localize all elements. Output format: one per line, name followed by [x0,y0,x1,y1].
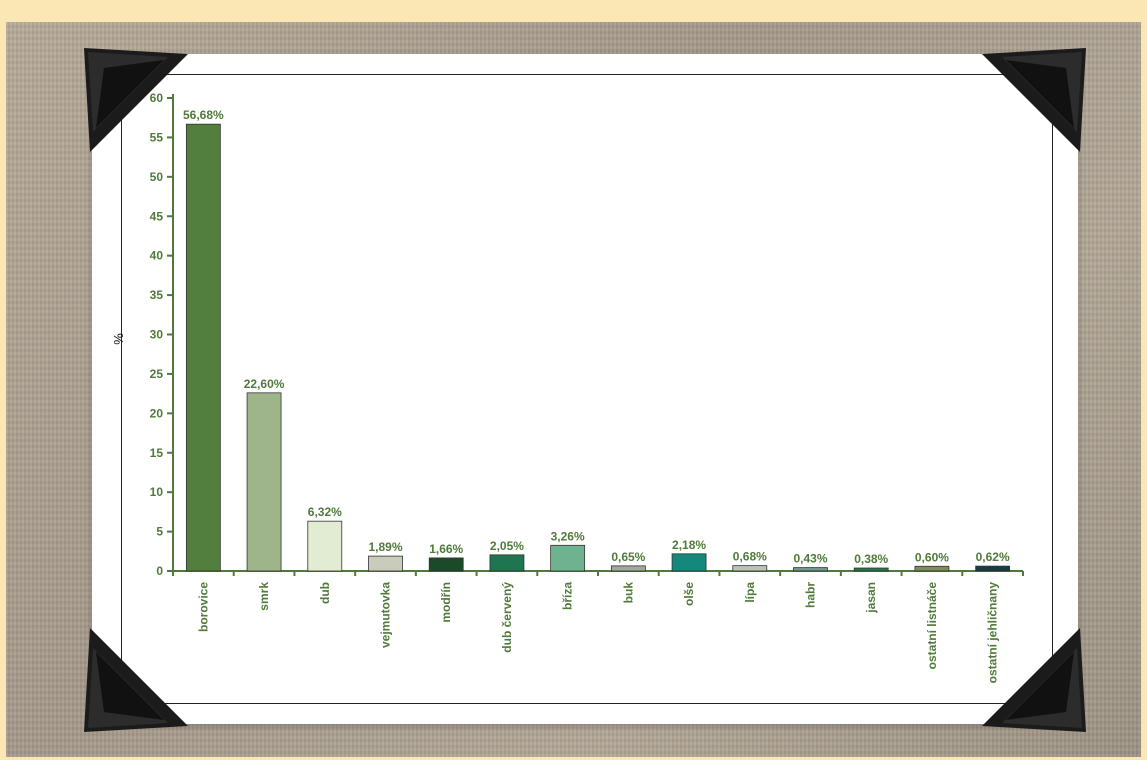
card-inner-border [121,74,1053,704]
data-labels: 56,68% 22,60% 6,32% 1,89% 1,66% 2,05% 3,26% 0,6… [183,108,1010,566]
bar [185,123,221,572]
bar [246,392,282,572]
y-tick-label: 50 [150,170,164,184]
category-label: modřín [439,582,453,623]
category-labels: borovice smrk dub vejmutovka modřín dub červe… [196,582,999,684]
data-label: 2,05% [490,539,524,553]
y-tick-label: 55 [150,130,164,144]
data-label: 0,43% [793,552,827,566]
bar [428,557,464,572]
category-label: smrk [257,582,271,611]
data-label: 0,62% [976,550,1010,564]
data-label: 0,68% [733,550,767,564]
category-label: vejmutovka [379,582,393,648]
bar [671,553,707,572]
bar [853,567,889,572]
category-label: dub [318,582,332,604]
bar [975,565,1011,572]
data-label: 1,89% [368,540,402,554]
y-tick-label: 25 [150,367,164,381]
category-label: bříza [561,582,575,610]
category-label: lípa [743,582,757,603]
bar-chart: 0 5 10 15 20 25 30 35 40 45 50 55 60 56,68% 22,60% 6,3… [111,91,1024,684]
y-tick-label: 10 [150,485,164,499]
category-label: borovice [196,582,210,632]
category-label: ostatní jehličnany [986,582,1000,684]
data-label: 56,68% [183,108,224,122]
y-tick-label: 0 [156,564,163,578]
y-tick-label: 20 [150,406,164,420]
data-label: 0,65% [611,550,645,564]
data-label: 0,38% [854,552,888,566]
y-tick-label: 35 [150,288,164,302]
category-label: dub červený [500,582,514,653]
data-label: 22,60% [244,377,285,391]
bar [793,567,828,572]
category-label: habr [804,582,818,608]
photo-corner-top-left [84,48,188,152]
y-axis-title: % [111,333,126,345]
bar [732,565,768,572]
bar [489,554,525,572]
bar [307,520,343,572]
data-label: 6,32% [308,505,342,519]
data-label: 2,18% [672,538,706,552]
photo-corner-bottom-left [84,628,188,732]
bar [550,544,586,572]
x-axis [172,570,1024,576]
photo-corner-top-right [982,48,1086,152]
y-tick-label: 30 [150,328,164,342]
category-label: ostatní listnáče [925,582,939,670]
data-label: 1,66% [429,542,463,556]
bar [610,565,646,572]
y-tick-label: 60 [150,91,164,105]
category-label: olše [682,582,696,606]
y-tick-label: 45 [150,209,164,223]
y-tick-label: 15 [150,446,164,460]
bar [368,555,403,572]
bar [914,565,950,572]
photo-corner-bottom-right [982,628,1086,732]
data-label: 3,26% [551,529,585,543]
y-tick-label: 5 [156,525,163,539]
data-label: 0,60% [915,550,949,564]
y-axis: 0 5 10 15 20 25 30 35 40 45 50 55 60 [150,91,174,578]
category-label: buk [621,582,635,604]
bars [185,123,1011,572]
y-tick-label: 40 [150,249,164,263]
category-label: jasan [864,582,878,614]
photo-card: 0 5 10 15 20 25 30 35 40 45 50 55 60 56,68% 22,60% 6,3… [92,54,1078,724]
